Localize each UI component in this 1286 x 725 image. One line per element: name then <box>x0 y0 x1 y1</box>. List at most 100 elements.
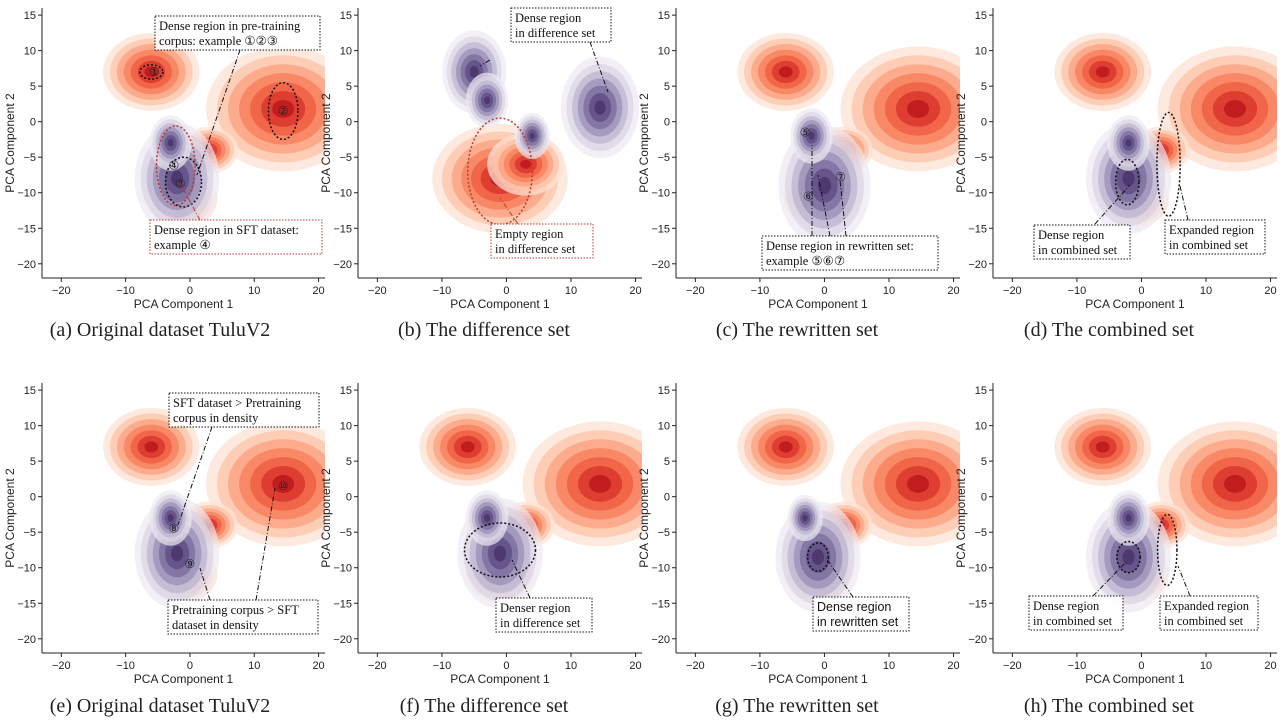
purple-density-1-level-6 <box>1125 139 1132 147</box>
red-density-0-level-6 <box>778 66 793 78</box>
purple-density-1-level-6 <box>167 139 174 147</box>
panel-caption: (c) The rewritten set <box>716 319 879 341</box>
x-tick-label: 20 <box>1264 660 1276 672</box>
x-tick-label: −10 <box>1068 660 1087 672</box>
panel-f: −20 −10 0 10 20 −20 −15 −10 −5 0 5 10 15 PCA Componen… <box>319 383 642 717</box>
annotation-box-0 <box>761 235 939 271</box>
example-marker-3: ④ <box>168 159 179 173</box>
purple-density-1-level-6 <box>484 514 491 522</box>
annotation-text-0-1: corpus: example ①②③ <box>159 34 278 48</box>
plot-area <box>1054 32 1277 234</box>
x-tick-label: 10 <box>1200 285 1212 297</box>
x-tick-label: 10 <box>883 285 895 297</box>
y-tick-label: −10 <box>333 563 352 575</box>
red-density-1-level-6 <box>906 474 930 493</box>
panel-caption: (b) The difference set <box>398 319 570 341</box>
y-tick-label: −15 <box>968 223 987 235</box>
annotation-leader-0-0 <box>177 426 213 526</box>
x-tick-label: −10 <box>433 660 452 672</box>
x-tick-label: 0 <box>821 660 827 672</box>
annotation-text-0-0: SFT dataset > Pretraining <box>173 396 302 410</box>
plot-area <box>737 407 960 613</box>
annotation-leader-0-0 <box>1092 561 1127 597</box>
y-tick-label: 15 <box>340 10 352 22</box>
y-tick-label: −15 <box>17 223 36 235</box>
annotation-leader-1-0 <box>179 182 201 221</box>
y-tick-label: −20 <box>333 634 352 646</box>
x-tick-label: −10 <box>433 285 452 297</box>
annotation-text-1-1: in combined set <box>1164 614 1244 628</box>
x-tick-label: 20 <box>947 285 959 297</box>
y-tick-label: 0 <box>30 492 36 504</box>
example-marker-2: ⑩ <box>278 479 289 493</box>
y-tick-label: −5 <box>339 152 352 164</box>
y-tick-label: 15 <box>658 10 670 22</box>
example-marker-1: ⑨ <box>185 557 196 571</box>
annotation-text-1-0: Expanded region <box>1164 599 1250 613</box>
example-marker-1: ⑥ <box>803 189 814 203</box>
y-tick-label: 5 <box>981 81 987 93</box>
y-tick-label: −10 <box>968 188 987 200</box>
plot-area <box>737 32 960 246</box>
region-outline-0 <box>1116 540 1141 574</box>
annotation-leader-0-0 <box>479 59 491 67</box>
x-tick-label: 10 <box>883 660 895 672</box>
panel-h: −20 −10 0 10 20 −20 −15 −10 −5 0 5 10 15 PCA Componen… <box>954 383 1277 717</box>
red-density-1-level-6 <box>272 474 295 493</box>
annotation-text-1-1: example ④ <box>154 238 211 252</box>
y-tick-label: 0 <box>346 492 352 504</box>
y-tick-label: −10 <box>651 188 670 200</box>
purple-density-0-level-6 <box>171 545 184 562</box>
red-density-0-level-6 <box>778 441 793 453</box>
red-density-0-level-6 <box>144 441 159 453</box>
purple-density-2-level-6 <box>484 96 491 105</box>
annotation-box-0 <box>1028 595 1124 631</box>
y-tick-label: −10 <box>17 188 36 200</box>
annotation-text-1-1: dataset in density <box>172 618 260 632</box>
y-axis-label: PCA Component 2 <box>319 93 333 193</box>
y-tick-label: 15 <box>24 10 36 22</box>
panel-b: −20 −10 0 10 20 −20 −15 −10 −5 0 5 10 15 PCA Componen… <box>319 7 642 341</box>
annotation-box-1 <box>167 599 319 635</box>
x-tick-label: 0 <box>187 660 193 672</box>
y-tick-label: −20 <box>333 259 352 271</box>
y-tick-label: −15 <box>17 598 36 610</box>
annotation-box-0 <box>168 392 320 428</box>
annotation-leader-0-0 <box>196 49 241 176</box>
red-density-1-level-6 <box>906 99 930 118</box>
y-tick-label: −15 <box>333 223 352 235</box>
plot-area <box>432 30 640 234</box>
red-density-1-level-6 <box>272 99 295 118</box>
panel-caption: (e) Original dataset TuluV2 <box>50 695 271 717</box>
annotation-leader-1-0 <box>1179 185 1189 221</box>
red-density-0-level-6 <box>1095 66 1110 78</box>
annotation-text-0-0: Dense region <box>1038 228 1105 242</box>
example-marker-2: ⑦ <box>835 170 846 184</box>
y-tick-label: 5 <box>346 81 352 93</box>
x-tick-label: 20 <box>312 285 324 297</box>
y-tick-label: 10 <box>975 46 987 58</box>
x-tick-label: 10 <box>565 660 577 672</box>
y-tick-label: 0 <box>30 117 36 129</box>
y-tick-label: 15 <box>975 385 987 397</box>
x-axis-label: PCA Component 1 <box>768 672 868 686</box>
purple-density-0-level-6 <box>1122 549 1135 565</box>
x-tick-label: −10 <box>116 285 135 297</box>
y-tick-label: −20 <box>968 634 987 646</box>
panel-c: −20 −10 0 10 20 −20 −15 −10 −5 0 5 10 15 PCA Componen… <box>637 8 960 341</box>
x-tick-label: 0 <box>821 285 827 297</box>
annotation-text-0-1: example ⑤⑥⑦ <box>766 254 845 268</box>
x-axis-label: PCA Component 1 <box>134 672 234 686</box>
y-axis-label: PCA Component 2 <box>3 468 17 568</box>
region-outline-2 <box>164 156 203 208</box>
annotation-text-0-1: in rewritten set <box>817 615 899 629</box>
red-density-0-level-6 <box>460 441 475 453</box>
x-tick-label: 0 <box>187 285 193 297</box>
plot-area <box>103 32 325 234</box>
region-outline-0 <box>139 64 164 80</box>
purple-density-3-level-6 <box>529 132 535 140</box>
y-tick-label: 10 <box>658 46 670 58</box>
x-tick-label: −20 <box>686 285 705 297</box>
region-outline-0 <box>463 522 537 578</box>
x-tick-label: 0 <box>503 660 509 672</box>
